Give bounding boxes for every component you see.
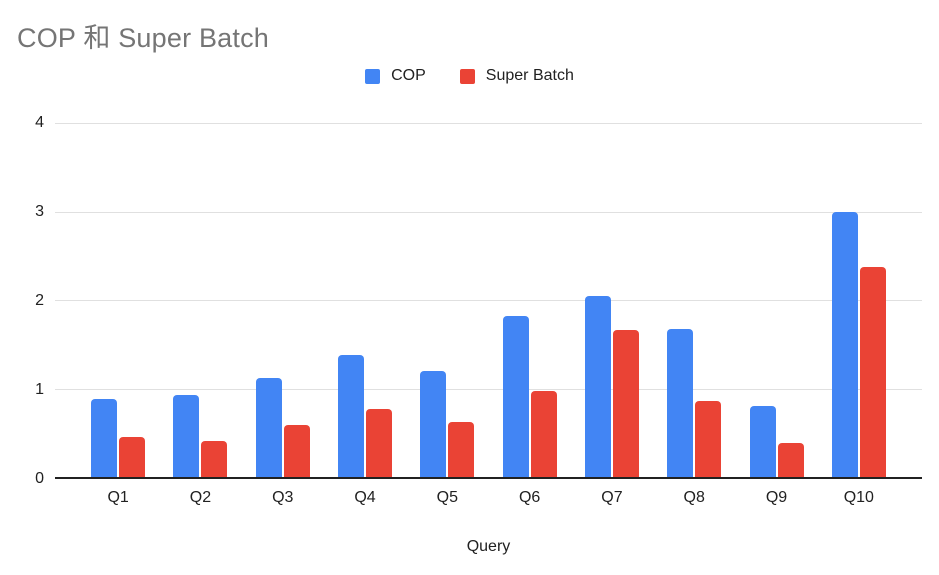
- bar-super-batch-q9: [777, 442, 804, 477]
- x-tick-label: Q8: [683, 489, 705, 506]
- bar-super-batch-q3: [283, 424, 310, 477]
- legend-item: COP: [365, 67, 426, 85]
- bar-group-q4: [324, 123, 406, 477]
- bar-group-q8: [653, 123, 735, 477]
- bar-super-batch-q8: [695, 400, 722, 477]
- y-tick-label: 4: [35, 114, 44, 131]
- x-tick-label: Q10: [843, 489, 874, 506]
- x-tick-label: Q6: [518, 489, 541, 506]
- bar-super-batch-q5: [448, 422, 475, 477]
- chart-title: COP 和 Super Batch: [17, 23, 270, 53]
- bar-group-q10: [818, 123, 900, 477]
- plot-area: [55, 123, 922, 479]
- legend-swatch-icon: [459, 68, 475, 84]
- bar-group-q9: [735, 123, 817, 477]
- x-tick-label: Q4: [354, 489, 376, 506]
- bar-cop-q2: [173, 394, 200, 477]
- y-tick-label: 2: [35, 292, 44, 309]
- bar-cop-q9: [749, 406, 776, 477]
- bar-cop-q8: [667, 329, 694, 477]
- bar-group-q6: [488, 123, 570, 477]
- x-tick-label: Q5: [436, 489, 458, 506]
- bar-super-batch-q4: [366, 408, 393, 477]
- bar-cop-q5: [420, 370, 447, 477]
- x-tick-label: Q3: [272, 489, 294, 506]
- x-axis-labels: Q1 Q2 Q3 Q4 Q5 Q6 Q7 Q8 Q9 Q10: [55, 489, 922, 507]
- bar-cop-q3: [255, 377, 282, 477]
- legend-swatch-icon: [365, 68, 381, 84]
- bar-super-batch-q10: [859, 267, 886, 477]
- bar-group-q5: [406, 123, 488, 477]
- legend-label: COP: [391, 67, 426, 84]
- bar-super-batch-q6: [530, 391, 557, 477]
- bars-container: [55, 123, 922, 477]
- y-tick-label: 0: [35, 470, 44, 487]
- y-axis-labels: 0 1 2 3 4: [0, 114, 44, 487]
- bar-group-q2: [159, 123, 241, 477]
- x-tick-label: Q9: [765, 489, 788, 506]
- bar-cop-q6: [502, 315, 529, 477]
- legend-item: Super Batch: [459, 67, 574, 85]
- y-tick-label: 3: [35, 203, 44, 220]
- x-tick-label: Q2: [189, 489, 212, 506]
- bar-super-batch-q1: [119, 437, 146, 477]
- gridline: [55, 123, 922, 124]
- bar-super-batch-q2: [201, 440, 228, 477]
- gridline: [55, 211, 922, 213]
- legend: COP Super Batch: [0, 67, 939, 85]
- bar-cop-q1: [91, 399, 118, 477]
- bar-cop-q7: [584, 295, 611, 477]
- bar-group-q7: [571, 123, 653, 477]
- bar-group-q3: [242, 123, 324, 477]
- bar-group-q1: [77, 123, 159, 477]
- y-tick-label: 1: [35, 381, 44, 398]
- legend-label: Super Batch: [485, 67, 574, 84]
- x-tick-label: Q1: [107, 489, 129, 506]
- x-tick-label: Q7: [601, 489, 623, 506]
- gridline: [55, 388, 922, 390]
- gridline: [55, 300, 922, 301]
- bar-cop-q10: [831, 211, 858, 477]
- x-axis-title: Query: [466, 538, 511, 555]
- bar-cop-q4: [338, 354, 365, 477]
- bar-super-batch-q7: [612, 330, 639, 477]
